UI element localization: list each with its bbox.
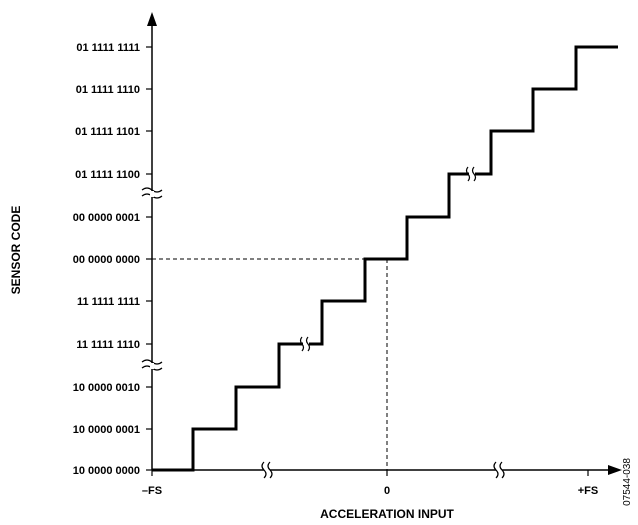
y-code-label: 10 0000 0001	[73, 424, 140, 436]
x-axis-break-symbols	[261, 461, 505, 479]
y-code-label: 11 1111 1111	[77, 296, 140, 308]
zero-reference-lines	[152, 258, 388, 470]
y-axis-title: SENSOR CODE	[9, 206, 23, 295]
y-code-label: 10 0000 0010	[73, 382, 140, 394]
y-ticks	[146, 46, 152, 471]
y-axis-arrowhead	[147, 12, 157, 26]
figure-id: 07544-038	[622, 458, 633, 506]
y-code-label: 01 1111 1110	[76, 84, 140, 96]
x-axis-title: ACCELERATION INPUT	[320, 507, 454, 521]
y-code-label: 00 0000 0001	[73, 212, 140, 224]
x-axis-break-right	[493, 461, 505, 479]
curve-break-lower	[299, 336, 311, 352]
y-code-label: 01 1111 1111	[76, 42, 140, 54]
y-tick-labels: 10 0000 0000 10 0000 0001 10 0000 0010 1…	[73, 42, 140, 477]
y-code-label: 00 0000 0000	[73, 254, 140, 266]
y-code-label: 01 1111 1100	[75, 169, 140, 181]
curve-break-upper	[465, 166, 477, 182]
x-axis-break-left	[261, 461, 273, 479]
y-code-label: 10 0000 0000	[73, 465, 140, 477]
x-axis-arrowhead	[608, 465, 622, 475]
x-ticks	[151, 470, 589, 476]
curve-break-symbols	[299, 166, 477, 352]
x-tick-labels: –FS 0 +FS	[142, 485, 598, 497]
x-tick-pos-fs: +FS	[578, 485, 598, 497]
x-tick-neg-fs: –FS	[142, 485, 162, 497]
axes	[151, 22, 610, 471]
staircase-transfer-curve	[152, 45, 618, 472]
y-code-label: 01 1111 1101	[75, 126, 140, 138]
y-code-label: 11 1111 1110	[76, 339, 140, 351]
x-tick-zero: 0	[384, 485, 390, 497]
